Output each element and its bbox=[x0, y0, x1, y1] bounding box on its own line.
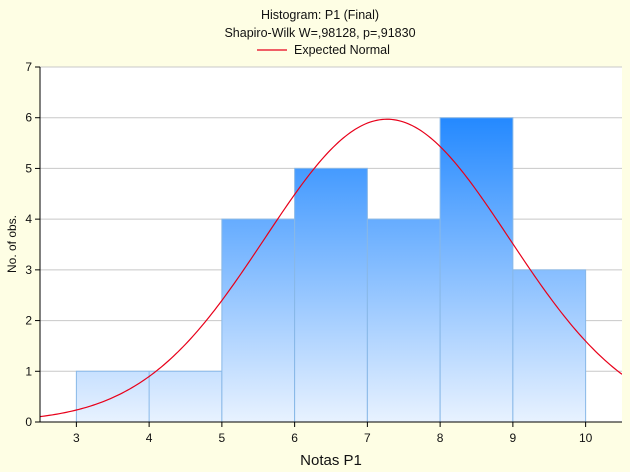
histogram-bar bbox=[294, 168, 368, 422]
x-tick-label: 8 bbox=[437, 431, 444, 445]
y-axis-ticks: 0 1 2 3 4 5 6 7 bbox=[25, 60, 40, 429]
histogram-bar bbox=[440, 117, 513, 422]
expected-normal-curve bbox=[40, 118, 622, 418]
histogram-bars bbox=[75, 117, 587, 422]
legend-label: Expected Normal bbox=[294, 43, 390, 57]
x-tick-label: 3 bbox=[73, 431, 80, 445]
chart-title: Histogram: P1 (Final) bbox=[261, 8, 379, 22]
x-axis-label: Notas P1 bbox=[300, 452, 362, 469]
histogram-bar bbox=[221, 219, 295, 422]
y-tick-label: 2 bbox=[25, 314, 32, 328]
y-tick-label: 1 bbox=[25, 364, 32, 378]
legend: Expected Normal bbox=[257, 43, 390, 57]
chart-subtitle: Shapiro-Wilk W=,98128, p=,91830 bbox=[224, 26, 415, 40]
x-tick-label: 9 bbox=[510, 431, 517, 445]
y-axis-label: No. of obs. bbox=[5, 215, 19, 273]
histogram-bar-outline bbox=[512, 269, 587, 422]
x-tick-label: 4 bbox=[146, 431, 153, 445]
y-tick-label: 3 bbox=[25, 263, 32, 277]
histogram-bar bbox=[367, 219, 441, 422]
x-tick-label: 6 bbox=[291, 431, 298, 445]
y-tick-label: 0 bbox=[25, 415, 32, 429]
y-tick-label: 6 bbox=[25, 111, 32, 125]
y-tick-label: 7 bbox=[25, 60, 32, 74]
x-tick-label: 10 bbox=[579, 431, 593, 445]
normal-curve bbox=[40, 118, 622, 418]
x-tick-label: 5 bbox=[219, 431, 226, 445]
y-tick-label: 5 bbox=[25, 161, 32, 175]
x-axis-ticks: 3 4 5 6 7 8 9 10 bbox=[73, 422, 593, 445]
y-tick-label: 4 bbox=[25, 212, 32, 226]
histogram-bar bbox=[512, 269, 586, 422]
x-tick-label: 7 bbox=[364, 431, 371, 445]
